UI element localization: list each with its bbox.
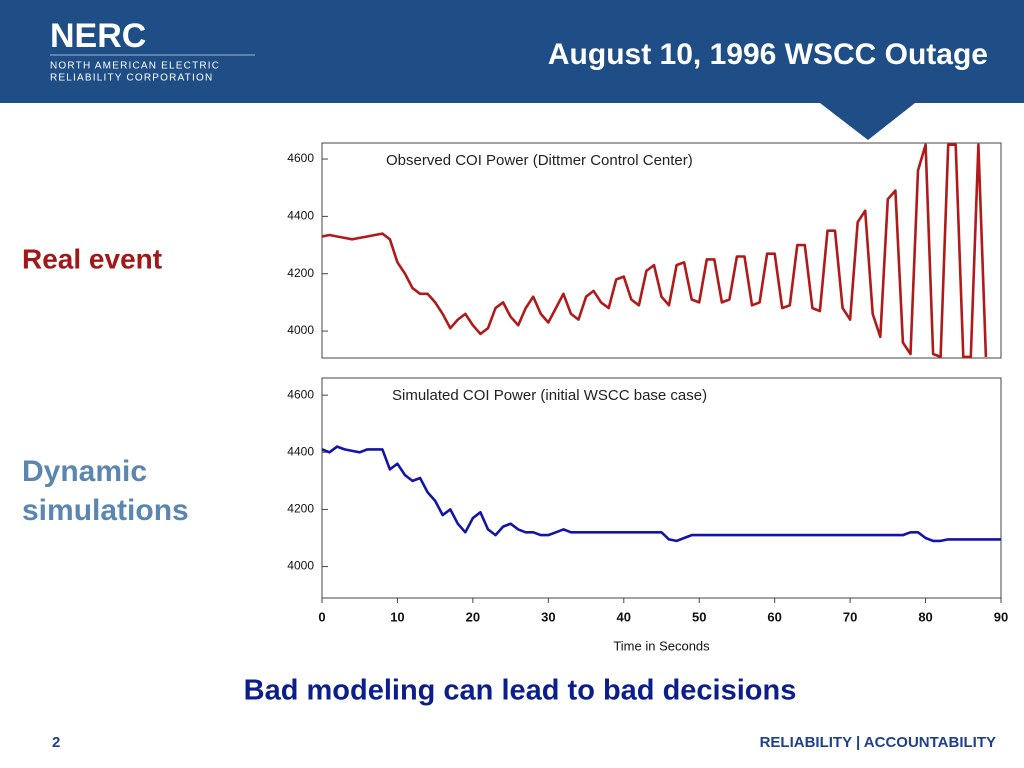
logo-line: NORTH AMERICAN ELECTRIC (50, 61, 220, 72)
label-dynamic: Dynamic simulations (22, 455, 189, 527)
logo-line: RELIABILITY CORPORATION (50, 73, 213, 84)
chart-title: Simulated COI Power (initial WSCC base c… (392, 387, 707, 404)
plot-frame (321, 142, 1002, 359)
x-tick-label: 30 (541, 609, 555, 624)
y-tick-label: 4600 (287, 151, 314, 165)
tagline: RELIABILITY | ACCOUNTABILITY (760, 734, 996, 751)
x-tick-label: 40 (617, 609, 631, 624)
label-real: Real event (22, 243, 162, 274)
x-axis-label: Time in Seconds (613, 638, 710, 653)
x-tick-label: 20 (466, 609, 480, 624)
y-tick-label: 4200 (287, 502, 314, 516)
y-tick-label: 4000 (287, 323, 314, 337)
header-bar (0, 0, 1024, 103)
label-dynamic-box: Dynamic simulations (22, 455, 189, 527)
x-tick-label: 90 (994, 609, 1008, 624)
x-tick-label: 10 (390, 609, 404, 624)
slide-title: August 10, 1996 WSCC Outage (548, 38, 988, 71)
logo: NERC (50, 17, 146, 55)
x-tick-label: 50 (692, 609, 706, 624)
chart-title: Observed COI Power (Dittmer Control Cent… (386, 152, 693, 169)
x-tick-label: 70 (843, 609, 857, 624)
y-tick-label: 4200 (287, 266, 314, 280)
conclusion: Bad modeling can lead to bad decisions (244, 675, 797, 707)
data-line (321, 143, 988, 359)
plot-frame (321, 377, 1002, 599)
x-tick-label: 0 (318, 609, 325, 624)
x-tick-label: 60 (767, 609, 781, 624)
header-pointer (820, 103, 915, 140)
y-tick-label: 4400 (287, 444, 314, 458)
y-tick-label: 4000 (287, 559, 314, 573)
y-tick-label: 4600 (287, 387, 314, 401)
data-line (321, 445, 1001, 543)
y-tick-label: 4400 (287, 209, 314, 223)
x-tick-label: 80 (918, 609, 932, 624)
page-number: 2 (52, 734, 60, 751)
